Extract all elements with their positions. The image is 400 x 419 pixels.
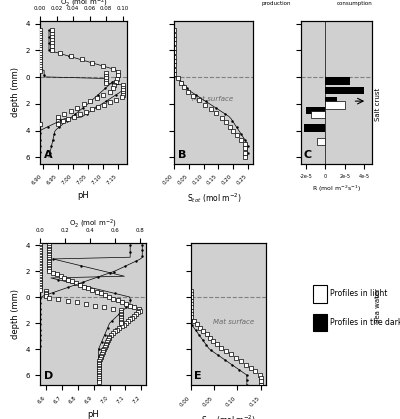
Text: Sea water: Sea water	[375, 288, 381, 323]
Text: Profiles in the dark: Profiles in the dark	[330, 318, 400, 327]
X-axis label: R (mol m$^{-2}$s$^{-1}$): R (mol m$^{-2}$s$^{-1}$)	[312, 184, 361, 194]
X-axis label: S$_{tot}$ (mol m$^{-2}$): S$_{tot}$ (mol m$^{-2}$)	[201, 413, 256, 419]
Text: D: D	[44, 371, 54, 381]
X-axis label: O$_2$ (mol m$^{-2}$): O$_2$ (mol m$^{-2}$)	[69, 218, 117, 230]
Bar	[325, 87, 364, 94]
Bar	[306, 107, 325, 114]
X-axis label: pH: pH	[87, 411, 99, 419]
Text: A: A	[44, 150, 52, 160]
Bar	[313, 285, 327, 303]
Text: E: E	[194, 371, 201, 381]
Bar	[325, 101, 345, 109]
X-axis label: O$_2$ (mol m$^{-2}$): O$_2$ (mol m$^{-2}$)	[60, 0, 107, 9]
Bar	[311, 111, 325, 118]
X-axis label: S$_{tot}$ (mol m$^{-2}$): S$_{tot}$ (mol m$^{-2}$)	[186, 191, 241, 205]
Text: Sulfide
consumption: Sulfide consumption	[336, 0, 372, 6]
Bar	[313, 314, 327, 331]
Bar	[304, 124, 325, 132]
Y-axis label: depth (mm): depth (mm)	[11, 67, 20, 117]
Text: Salt crust: Salt crust	[375, 88, 381, 122]
Bar	[325, 78, 350, 85]
Y-axis label: depth (mm): depth (mm)	[11, 289, 20, 339]
Text: Mat surface: Mat surface	[213, 319, 254, 325]
X-axis label: pH: pH	[78, 191, 89, 200]
Text: Profiles in light: Profiles in light	[330, 290, 387, 298]
Text: Mat surface: Mat surface	[192, 96, 233, 102]
Text: Sulfide
production: Sulfide production	[261, 0, 291, 6]
Text: B: B	[178, 150, 186, 160]
Text: C: C	[304, 150, 312, 160]
Bar	[325, 98, 337, 105]
Bar	[318, 137, 325, 145]
